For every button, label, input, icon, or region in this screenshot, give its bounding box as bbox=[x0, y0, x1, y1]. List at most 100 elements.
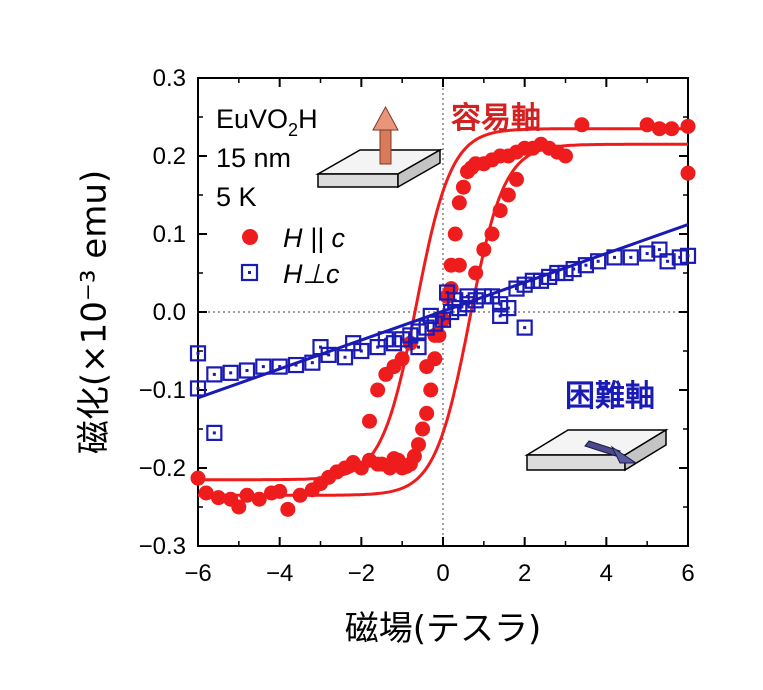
hard-axis-slab-icon bbox=[524, 428, 669, 472]
data-point-perpendicular-center bbox=[212, 372, 216, 376]
data-point-perpendicular bbox=[671, 249, 688, 266]
data-point-perpendicular bbox=[189, 380, 207, 397]
data-point-perpendicular-center bbox=[474, 298, 478, 302]
data-point-perpendicular-center bbox=[417, 345, 420, 349]
data-point-parallel bbox=[509, 171, 524, 187]
thickness-label: 15 nm bbox=[216, 143, 291, 173]
data-point-perpendicular-center bbox=[506, 306, 510, 310]
data-point-parallel bbox=[451, 195, 467, 211]
data-point-perpendicular bbox=[271, 358, 288, 375]
x-axis-label: 磁場(テスラ) bbox=[345, 609, 542, 649]
data-point-parallel bbox=[239, 487, 255, 503]
y-tick-label: 0.0 bbox=[153, 299, 186, 326]
data-point-perpendicular-center bbox=[498, 314, 502, 318]
data-point-perpendicular bbox=[189, 345, 207, 362]
data-point-perpendicular-center bbox=[666, 259, 670, 263]
data-point-perpendicular-center bbox=[278, 365, 282, 369]
data-point-perpendicular-center bbox=[417, 330, 420, 333]
y-axis-ticks: 0.3 0.2 0.1 0.0 −0.1 −0.2 −0.3 bbox=[139, 65, 688, 560]
data-point-perpendicular-center bbox=[441, 318, 445, 322]
data-point-parallel bbox=[190, 470, 206, 486]
data-point-perpendicular bbox=[443, 303, 460, 321]
data-point-perpendicular-center bbox=[539, 279, 543, 283]
data-point-perpendicular bbox=[639, 245, 656, 262]
data-point-perpendicular-center bbox=[294, 363, 298, 367]
x-tick-label: −2 bbox=[348, 560, 375, 587]
data-point-perpendicular-center bbox=[196, 351, 200, 355]
hard-axis-label: 困難軸 bbox=[565, 379, 655, 414]
data-point-parallel bbox=[280, 501, 296, 517]
data-point-parallel bbox=[251, 491, 267, 507]
easy-axis-slab-icon bbox=[315, 105, 443, 189]
data-point-perpendicular-center bbox=[429, 314, 433, 318]
data-point-perpendicular bbox=[385, 335, 403, 352]
data-point-perpendicular bbox=[565, 261, 582, 278]
data-point-perpendicular-center bbox=[466, 294, 469, 298]
data-point-perpendicular-center bbox=[408, 333, 412, 337]
data-point-parallel bbox=[272, 483, 288, 499]
data-point-parallel bbox=[451, 257, 467, 273]
y-tick-label: −0.3 bbox=[139, 533, 186, 560]
data-point-perpendicular-center bbox=[445, 291, 449, 294]
data-point-parallel bbox=[419, 359, 435, 375]
data-point-perpendicular bbox=[206, 366, 223, 383]
sample-label: EuVO2H bbox=[216, 104, 318, 140]
data-point-parallel bbox=[210, 490, 226, 506]
data-point-parallel bbox=[411, 437, 426, 453]
data-point-perpendicular bbox=[659, 253, 676, 270]
data-point-perpendicular bbox=[679, 247, 697, 264]
legend-label-perpendicular: H⊥c bbox=[283, 259, 340, 289]
data-point-perpendicular bbox=[222, 364, 239, 381]
y-axis-label: 磁化(×10⁻³ emu) bbox=[75, 170, 115, 454]
y-tick-label: 0.1 bbox=[153, 221, 186, 248]
data-point-parallel bbox=[447, 226, 463, 242]
data-point-perpendicular-center bbox=[686, 254, 690, 258]
data-point-perpendicular bbox=[394, 331, 411, 348]
data-point-perpendicular-center bbox=[596, 259, 600, 263]
data-point-perpendicular-center bbox=[564, 271, 567, 275]
legend-marker-parallel bbox=[242, 229, 258, 245]
data-point-perpendicular bbox=[516, 319, 533, 336]
data-point-parallel bbox=[492, 203, 508, 219]
data-point-parallel bbox=[198, 485, 214, 501]
data-point-parallel bbox=[231, 499, 247, 515]
temperature-label: 5 K bbox=[216, 182, 257, 212]
data-point-perpendicular-center bbox=[482, 294, 486, 298]
data-point-perpendicular bbox=[577, 257, 595, 274]
data-point-perpendicular bbox=[459, 288, 476, 305]
data-point-perpendicular-center bbox=[629, 255, 633, 259]
data-markers bbox=[189, 117, 697, 517]
data-point-parallel bbox=[664, 121, 680, 137]
data-point-perpendicular bbox=[238, 362, 256, 379]
data-point-parallel bbox=[651, 121, 667, 137]
data-point-perpendicular bbox=[508, 280, 525, 297]
data-point-perpendicular bbox=[516, 276, 533, 293]
data-point-perpendicular bbox=[447, 292, 464, 309]
data-point-perpendicular bbox=[651, 241, 668, 258]
data-point-perpendicular bbox=[304, 354, 321, 371]
data-point-perpendicular-center bbox=[392, 341, 396, 345]
data-point-perpendicular-center bbox=[449, 310, 453, 314]
data-point-parallel bbox=[484, 226, 500, 242]
data-point-perpendicular-center bbox=[515, 287, 518, 291]
data-point-perpendicular bbox=[410, 323, 427, 340]
data-point-parallel bbox=[500, 187, 516, 203]
data-point-perpendicular-center bbox=[212, 431, 216, 435]
data-point-parallel bbox=[639, 117, 655, 133]
data-point-perpendicular-center bbox=[523, 326, 527, 330]
data-point-perpendicular-center bbox=[584, 263, 588, 267]
data-point-perpendicular bbox=[606, 249, 623, 266]
fit-hard bbox=[197, 223, 689, 400]
data-point-perpendicular bbox=[492, 307, 509, 324]
x-tick-label: −4 bbox=[266, 560, 293, 587]
data-point-perpendicular-center bbox=[343, 355, 347, 359]
easy-axis-label: 容易軸 bbox=[451, 101, 541, 136]
legend-marker-perpendicular bbox=[240, 263, 259, 282]
data-point-parallel bbox=[574, 117, 590, 133]
data-point-parallel bbox=[476, 242, 492, 258]
data-point-perpendicular bbox=[345, 335, 362, 352]
data-point-perpendicular bbox=[402, 327, 419, 344]
data-point-parallel bbox=[415, 421, 431, 437]
data-point-perpendicular bbox=[541, 268, 558, 285]
